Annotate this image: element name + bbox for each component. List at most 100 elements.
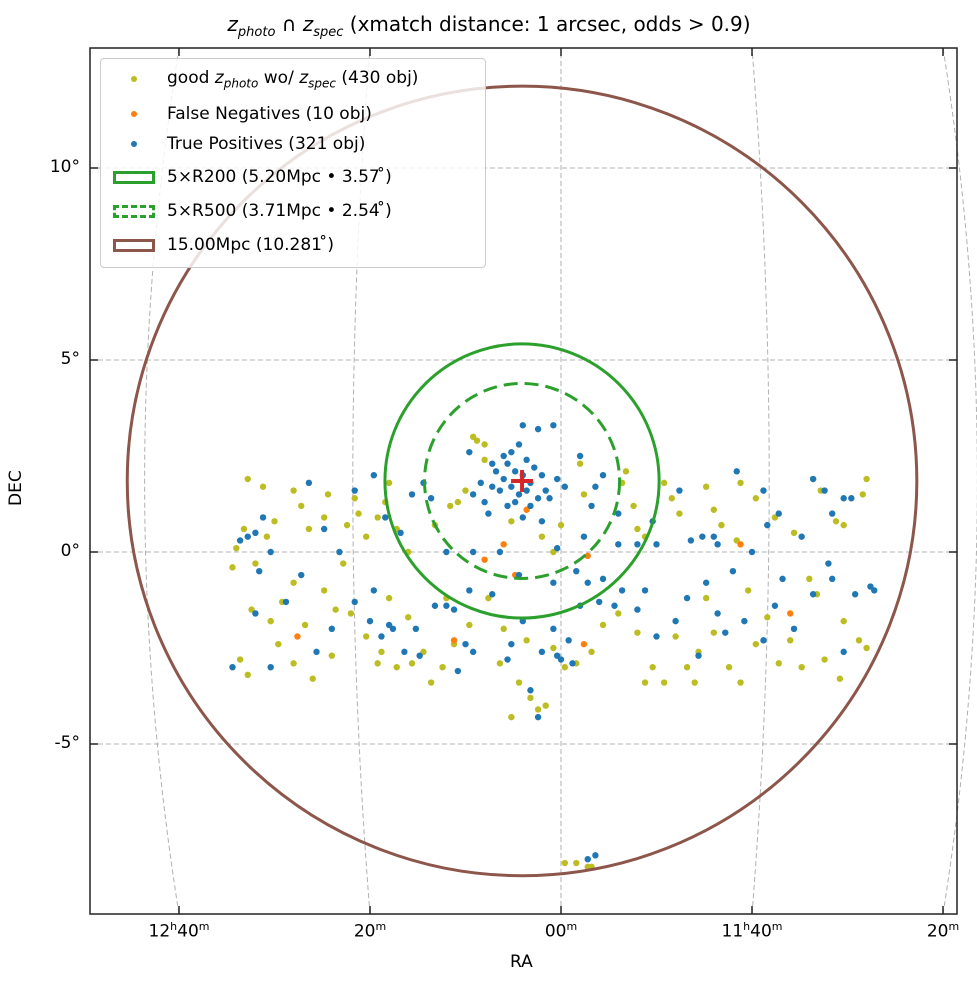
- point-true-positives: [531, 464, 538, 471]
- point-true-positives: [336, 548, 343, 556]
- point-true-positives: [252, 529, 259, 536]
- point-good-zphoto-wo-zspec: [385, 594, 393, 602]
- point-true-positives: [534, 425, 542, 433]
- point-good-zphoto-wo-zspec: [324, 491, 332, 498]
- point-good-zphoto-wo-zspec: [427, 679, 435, 686]
- point-true-positives: [382, 514, 389, 521]
- point-good-zphoto-wo-zspec: [798, 664, 805, 671]
- point-good-zphoto-wo-zspec: [454, 498, 462, 506]
- point-true-positives: [489, 460, 496, 467]
- legend-marker-good-zphoto: [131, 76, 137, 82]
- point-false-negatives: [450, 637, 458, 644]
- point-true-positives: [779, 575, 786, 583]
- point-good-zphoto-wo-zspec: [343, 521, 351, 529]
- point-good-zphoto-wo-zspec: [752, 495, 760, 502]
- point-true-positives: [408, 491, 416, 498]
- point-true-positives: [469, 648, 477, 656]
- point-good-zphoto-wo-zspec: [840, 521, 847, 529]
- y-tick-label: 0°: [60, 541, 80, 561]
- point-good-zphoto-wo-zspec: [439, 664, 446, 671]
- point-true-positives: [557, 656, 565, 663]
- point-good-zphoto-wo-zspec: [374, 514, 381, 521]
- grid: [90, 47, 977, 915]
- grid-line-ra: [751, 47, 770, 915]
- point-true-positives: [450, 606, 458, 613]
- point-good-zphoto-wo-zspec: [405, 614, 412, 621]
- point-true-positives: [733, 468, 740, 475]
- point-true-positives: [687, 537, 695, 544]
- point-good-zphoto-wo-zspec: [599, 621, 607, 629]
- point-good-zphoto-wo-zspec: [290, 579, 297, 586]
- point-true-positives: [546, 495, 553, 502]
- point-good-zphoto-wo-zspec: [668, 495, 675, 502]
- point-true-positives: [672, 617, 679, 625]
- point-true-positives: [741, 617, 748, 625]
- point-true-positives: [305, 479, 313, 487]
- point-true-positives: [508, 483, 515, 490]
- point-good-zphoto-wo-zspec: [859, 491, 866, 498]
- point-good-zphoto-wo-zspec: [580, 491, 588, 498]
- grid-line-ra: [942, 47, 977, 915]
- point-true-positives: [550, 625, 557, 632]
- point-true-positives: [504, 460, 511, 467]
- grid-line-ra: [144, 47, 180, 915]
- point-true-positives: [596, 598, 603, 606]
- point-good-zphoto-wo-zspec: [240, 525, 248, 533]
- point-good-zphoto-wo-zspec: [710, 506, 717, 513]
- point-true-positives: [466, 587, 473, 594]
- point-good-zphoto-wo-zspec: [320, 587, 328, 594]
- point-good-zphoto-wo-zspec: [588, 648, 595, 656]
- x-tick-label: 20m: [926, 920, 960, 942]
- point-true-positives: [466, 448, 473, 456]
- point-good-zphoto-wo-zspec: [408, 660, 416, 667]
- point-good-zphoto-wo-zspec: [787, 637, 794, 644]
- x-tick-label: 11h40m: [721, 920, 783, 942]
- point-good-zphoto-wo-zspec: [267, 617, 274, 625]
- legend-entry-false-negatives: False Negatives (10 obj): [101, 99, 372, 129]
- point-true-positives: [584, 856, 591, 863]
- point-good-zphoto-wo-zspec: [615, 610, 622, 617]
- y-tick-label: -5°: [54, 733, 80, 753]
- point-good-zphoto-wo-zspec: [347, 610, 355, 617]
- point-good-zphoto-wo-zspec: [630, 502, 637, 510]
- point-true-positives: [840, 495, 847, 502]
- point-true-positives: [588, 502, 595, 510]
- point-true-positives: [538, 518, 546, 525]
- point-true-positives: [370, 472, 378, 479]
- point-true-positives: [871, 587, 878, 594]
- point-true-positives: [527, 687, 534, 694]
- point-good-zphoto-wo-zspec: [576, 460, 584, 467]
- point-true-positives: [565, 637, 572, 644]
- legend: good zphoto wo/ zspec (430 obj) False Ne…: [100, 58, 486, 268]
- point-true-positives: [492, 468, 500, 475]
- point-true-positives: [523, 456, 530, 464]
- point-true-positives: [236, 537, 244, 544]
- y-tick-label: 10°: [49, 157, 80, 177]
- point-good-zphoto-wo-zspec: [233, 544, 240, 552]
- point-good-zphoto-wo-zspec: [737, 479, 744, 487]
- point-true-positives: [229, 664, 236, 671]
- point-true-positives: [328, 625, 335, 632]
- point-good-zphoto-wo-zspec: [634, 629, 641, 636]
- point-true-positives: [515, 571, 523, 579]
- point-true-positives: [760, 487, 767, 494]
- point-true-positives: [798, 533, 805, 540]
- point-true-positives: [252, 610, 259, 617]
- point-true-positives: [489, 483, 496, 490]
- point-true-positives: [504, 502, 511, 510]
- x-tick-label: 12h40m: [148, 920, 210, 942]
- point-true-positives: [569, 660, 576, 667]
- point-good-zphoto-wo-zspec: [821, 656, 828, 663]
- point-true-positives: [298, 571, 305, 579]
- point-true-positives: [496, 487, 504, 494]
- point-true-positives: [634, 606, 641, 613]
- point-good-zphoto-wo-zspec: [481, 441, 488, 448]
- point-good-zphoto-wo-zspec: [244, 475, 251, 483]
- cluster-center-marker: [511, 469, 534, 492]
- point-true-positives: [523, 487, 530, 494]
- point-good-zphoto-wo-zspec: [385, 479, 393, 487]
- point-true-positives: [634, 541, 641, 548]
- point-true-positives: [370, 587, 378, 594]
- point-true-positives: [534, 495, 542, 502]
- point-true-positives: [515, 491, 523, 498]
